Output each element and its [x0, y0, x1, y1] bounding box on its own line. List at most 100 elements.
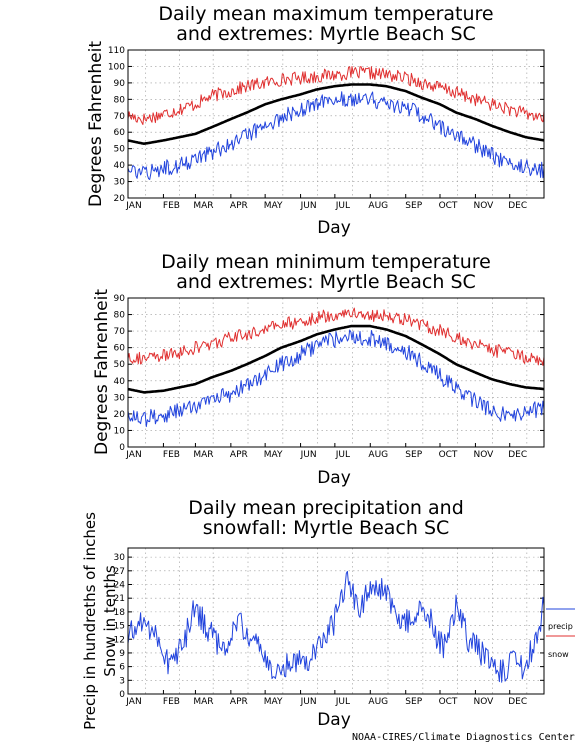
x-tick-label: APR [230, 697, 248, 707]
y-axis-label-line-2: Snow in tenths [101, 565, 119, 677]
x-tick-label: FEB [163, 697, 180, 707]
y-tick-label: 90 [114, 79, 126, 89]
x-axis-label: Day [317, 710, 351, 730]
series-line-lowest [127, 329, 545, 428]
y-tick-label: 10 [114, 426, 126, 436]
y-axis-label: Degrees Fahrenheit [92, 289, 112, 455]
y-tick-label: 0 [119, 443, 125, 453]
x-tick-label: NOV [474, 697, 495, 707]
y-tick-label: 24 [114, 581, 126, 591]
x-tick-label: JUL [335, 450, 350, 460]
x-tick-label: DEC [508, 450, 527, 460]
grid [128, 298, 544, 447]
x-tick-label: MAR [193, 450, 213, 460]
y-tick-label: 27 [114, 567, 125, 577]
y-tick-label: 100 [108, 62, 125, 72]
series-line-highest [127, 307, 545, 366]
x-tick-label: NOV [474, 450, 495, 460]
plot-frame [127, 547, 545, 695]
y-axis-label: Degrees Fahrenheit [86, 41, 106, 207]
y-tick-label: 3 [119, 676, 125, 686]
legend: precip snow [546, 608, 575, 659]
x-tick-label: JUN [300, 201, 317, 211]
y-tick-label: 18 [114, 608, 126, 618]
plot-frame [127, 297, 545, 448]
x-tick-label: JUL [335, 697, 350, 707]
y-tick-label: 15 [114, 622, 125, 632]
x-tick-label: MAY [264, 450, 283, 460]
chart-title-line-1: Daily mean minimum temperature [161, 251, 491, 273]
x-tick-label: JUL [335, 201, 350, 211]
x-tick-label: NOV [474, 201, 495, 211]
x-tick-label: JUN [300, 697, 317, 707]
series-line-precip [127, 570, 545, 683]
chart-title-line-1: Daily mean precipitation and [188, 497, 464, 519]
grid [128, 548, 544, 694]
x-tick-label: JUN [300, 450, 317, 460]
x-tick-label: AUG [368, 697, 388, 707]
x-tick-label: SEP [405, 697, 422, 707]
chart-title-line-2: and extremes: Myrtle Beach SC [176, 23, 476, 45]
y-tick-label: 80 [114, 95, 126, 105]
x-tick-label: SEP [405, 450, 422, 460]
x-tick-label: DEC [508, 697, 527, 707]
legend-label-precip: precip [548, 622, 573, 631]
chart-title-line-2: snowfall: Myrtle Beach SC [203, 517, 450, 539]
x-tick-label: SEP [405, 201, 422, 211]
y-axis-label-line-1: Precip in hundreths of inches [81, 512, 99, 730]
x-tick-label: APR [230, 201, 248, 211]
x-tick-label: OCT [439, 201, 458, 211]
y-tick-label: 50 [114, 360, 126, 370]
series-line-mean [127, 324, 545, 394]
series-line-mean [127, 83, 545, 145]
credit-text: NOAA-CIRES/Climate Diagnostics Center [352, 732, 575, 743]
y-tick-label: 70 [114, 112, 126, 122]
x-tick-label: MAR [193, 201, 213, 211]
y-tick-label: 30 [114, 393, 126, 403]
x-tick-label: JAN [125, 697, 141, 707]
series-line-lowest [127, 91, 545, 180]
chart-title-line-2: and extremes: Myrtle Beach SC [176, 271, 476, 293]
y-tick-label: 30 [114, 553, 126, 563]
x-tick-label: FEB [163, 201, 180, 211]
plot-frame [127, 49, 545, 199]
x-tick-label: OCT [439, 450, 458, 460]
chart-title-line-1: Daily mean maximum temperature [158, 3, 493, 25]
y-tick-label: 12 [114, 635, 125, 645]
x-tick-label: JAN [125, 450, 141, 460]
x-tick-label: FEB [163, 450, 180, 460]
y-tick-label: 80 [114, 311, 126, 321]
x-tick-label: OCT [439, 697, 458, 707]
series-line-highest [127, 66, 545, 125]
y-tick-label: 40 [114, 377, 126, 387]
x-tick-label: MAY [264, 201, 283, 211]
x-tick-label: APR [230, 450, 248, 460]
x-tick-label: MAY [264, 697, 283, 707]
x-tick-label: AUG [368, 450, 388, 460]
y-tick-label: 60 [114, 128, 126, 138]
y-tick-label: 6 [119, 663, 125, 673]
grid [128, 50, 544, 198]
y-tick-label: 9 [119, 649, 125, 659]
x-tick-label: JAN [125, 201, 141, 211]
y-tick-label: 21 [114, 594, 125, 604]
y-tick-label: 20 [114, 194, 126, 204]
x-axis-label: Day [317, 218, 351, 238]
y-tick-label: 50 [114, 145, 126, 155]
y-tick-label: 60 [114, 344, 126, 354]
y-tick-label: 70 [114, 327, 126, 337]
y-tick-label: 40 [114, 161, 126, 171]
y-tick-label: 110 [108, 46, 125, 56]
y-tick-label: 90 [114, 294, 126, 304]
x-tick-label: AUG [368, 201, 388, 211]
x-tick-label: MAR [193, 697, 213, 707]
x-axis-label: Day [317, 468, 351, 488]
y-tick-label: 30 [114, 178, 126, 188]
legend-label-snow: snow [548, 650, 569, 659]
y-tick-label: 20 [114, 410, 126, 420]
y-tick-label: 0 [119, 690, 125, 700]
